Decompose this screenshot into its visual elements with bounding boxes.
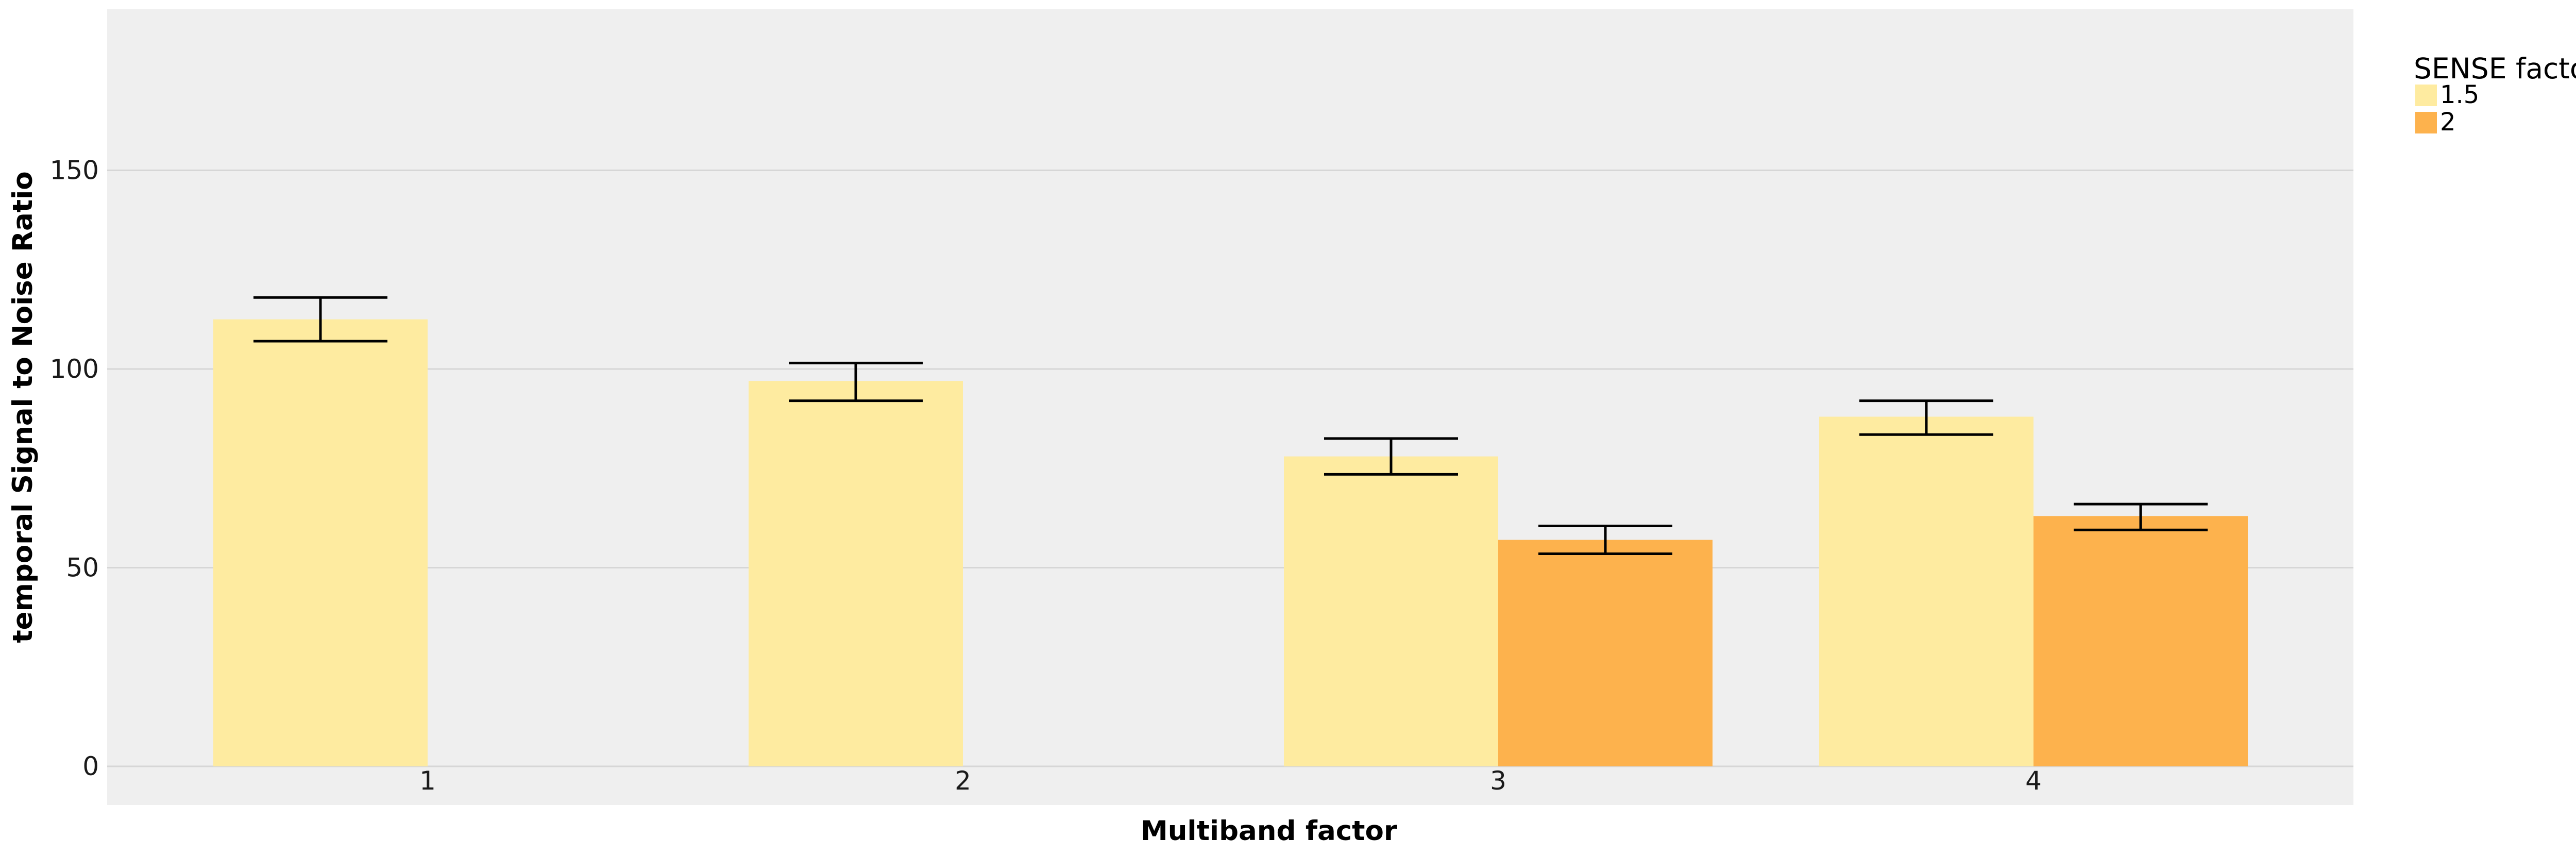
error-bars	[253, 296, 2208, 556]
legend: SENSE factor 1.52	[2414, 52, 2576, 137]
x-axis-ticks: 1 2 3 4	[419, 766, 2042, 796]
error-bar	[1324, 437, 1458, 476]
error-bar	[1538, 525, 1672, 556]
bar-series-2-cat-3	[1498, 540, 1713, 766]
bar-series-1.5-cat-3	[1284, 456, 1498, 766]
bar-series-1.5-cat-4	[1819, 416, 2033, 766]
bar-series-1.5-cat-1	[213, 319, 428, 766]
legend-swatch	[2415, 112, 2437, 133]
y-axis-ticks: 0 50 100 150	[50, 156, 99, 782]
x-tick-label: 2	[955, 766, 971, 796]
bar-series-2-cat-4	[2033, 516, 2248, 766]
legend-label: 1.5	[2440, 80, 2479, 109]
y-tick-label: 0	[82, 751, 99, 781]
bars	[213, 319, 2248, 766]
legend-label: 2	[2440, 108, 2456, 137]
legend-swatch	[2415, 85, 2437, 106]
x-tick-label: 1	[419, 766, 436, 796]
y-tick-label: 150	[50, 156, 99, 186]
y-tick-label: 100	[50, 354, 99, 384]
x-tick-label: 4	[2025, 766, 2042, 796]
error-bar	[253, 296, 387, 343]
error-bar	[1859, 399, 1993, 436]
x-axis-title: Multiband factor	[1141, 815, 1397, 847]
y-tick-label: 50	[66, 553, 99, 583]
bar-series-1.5-cat-2	[749, 381, 963, 766]
y-axis-title: temporal Signal to Noise Ratio	[7, 171, 39, 643]
error-bar	[789, 361, 923, 403]
x-tick-label: 3	[1490, 766, 1506, 796]
error-bar	[2074, 502, 2208, 531]
legend-title: SENSE factor	[2414, 52, 2576, 85]
